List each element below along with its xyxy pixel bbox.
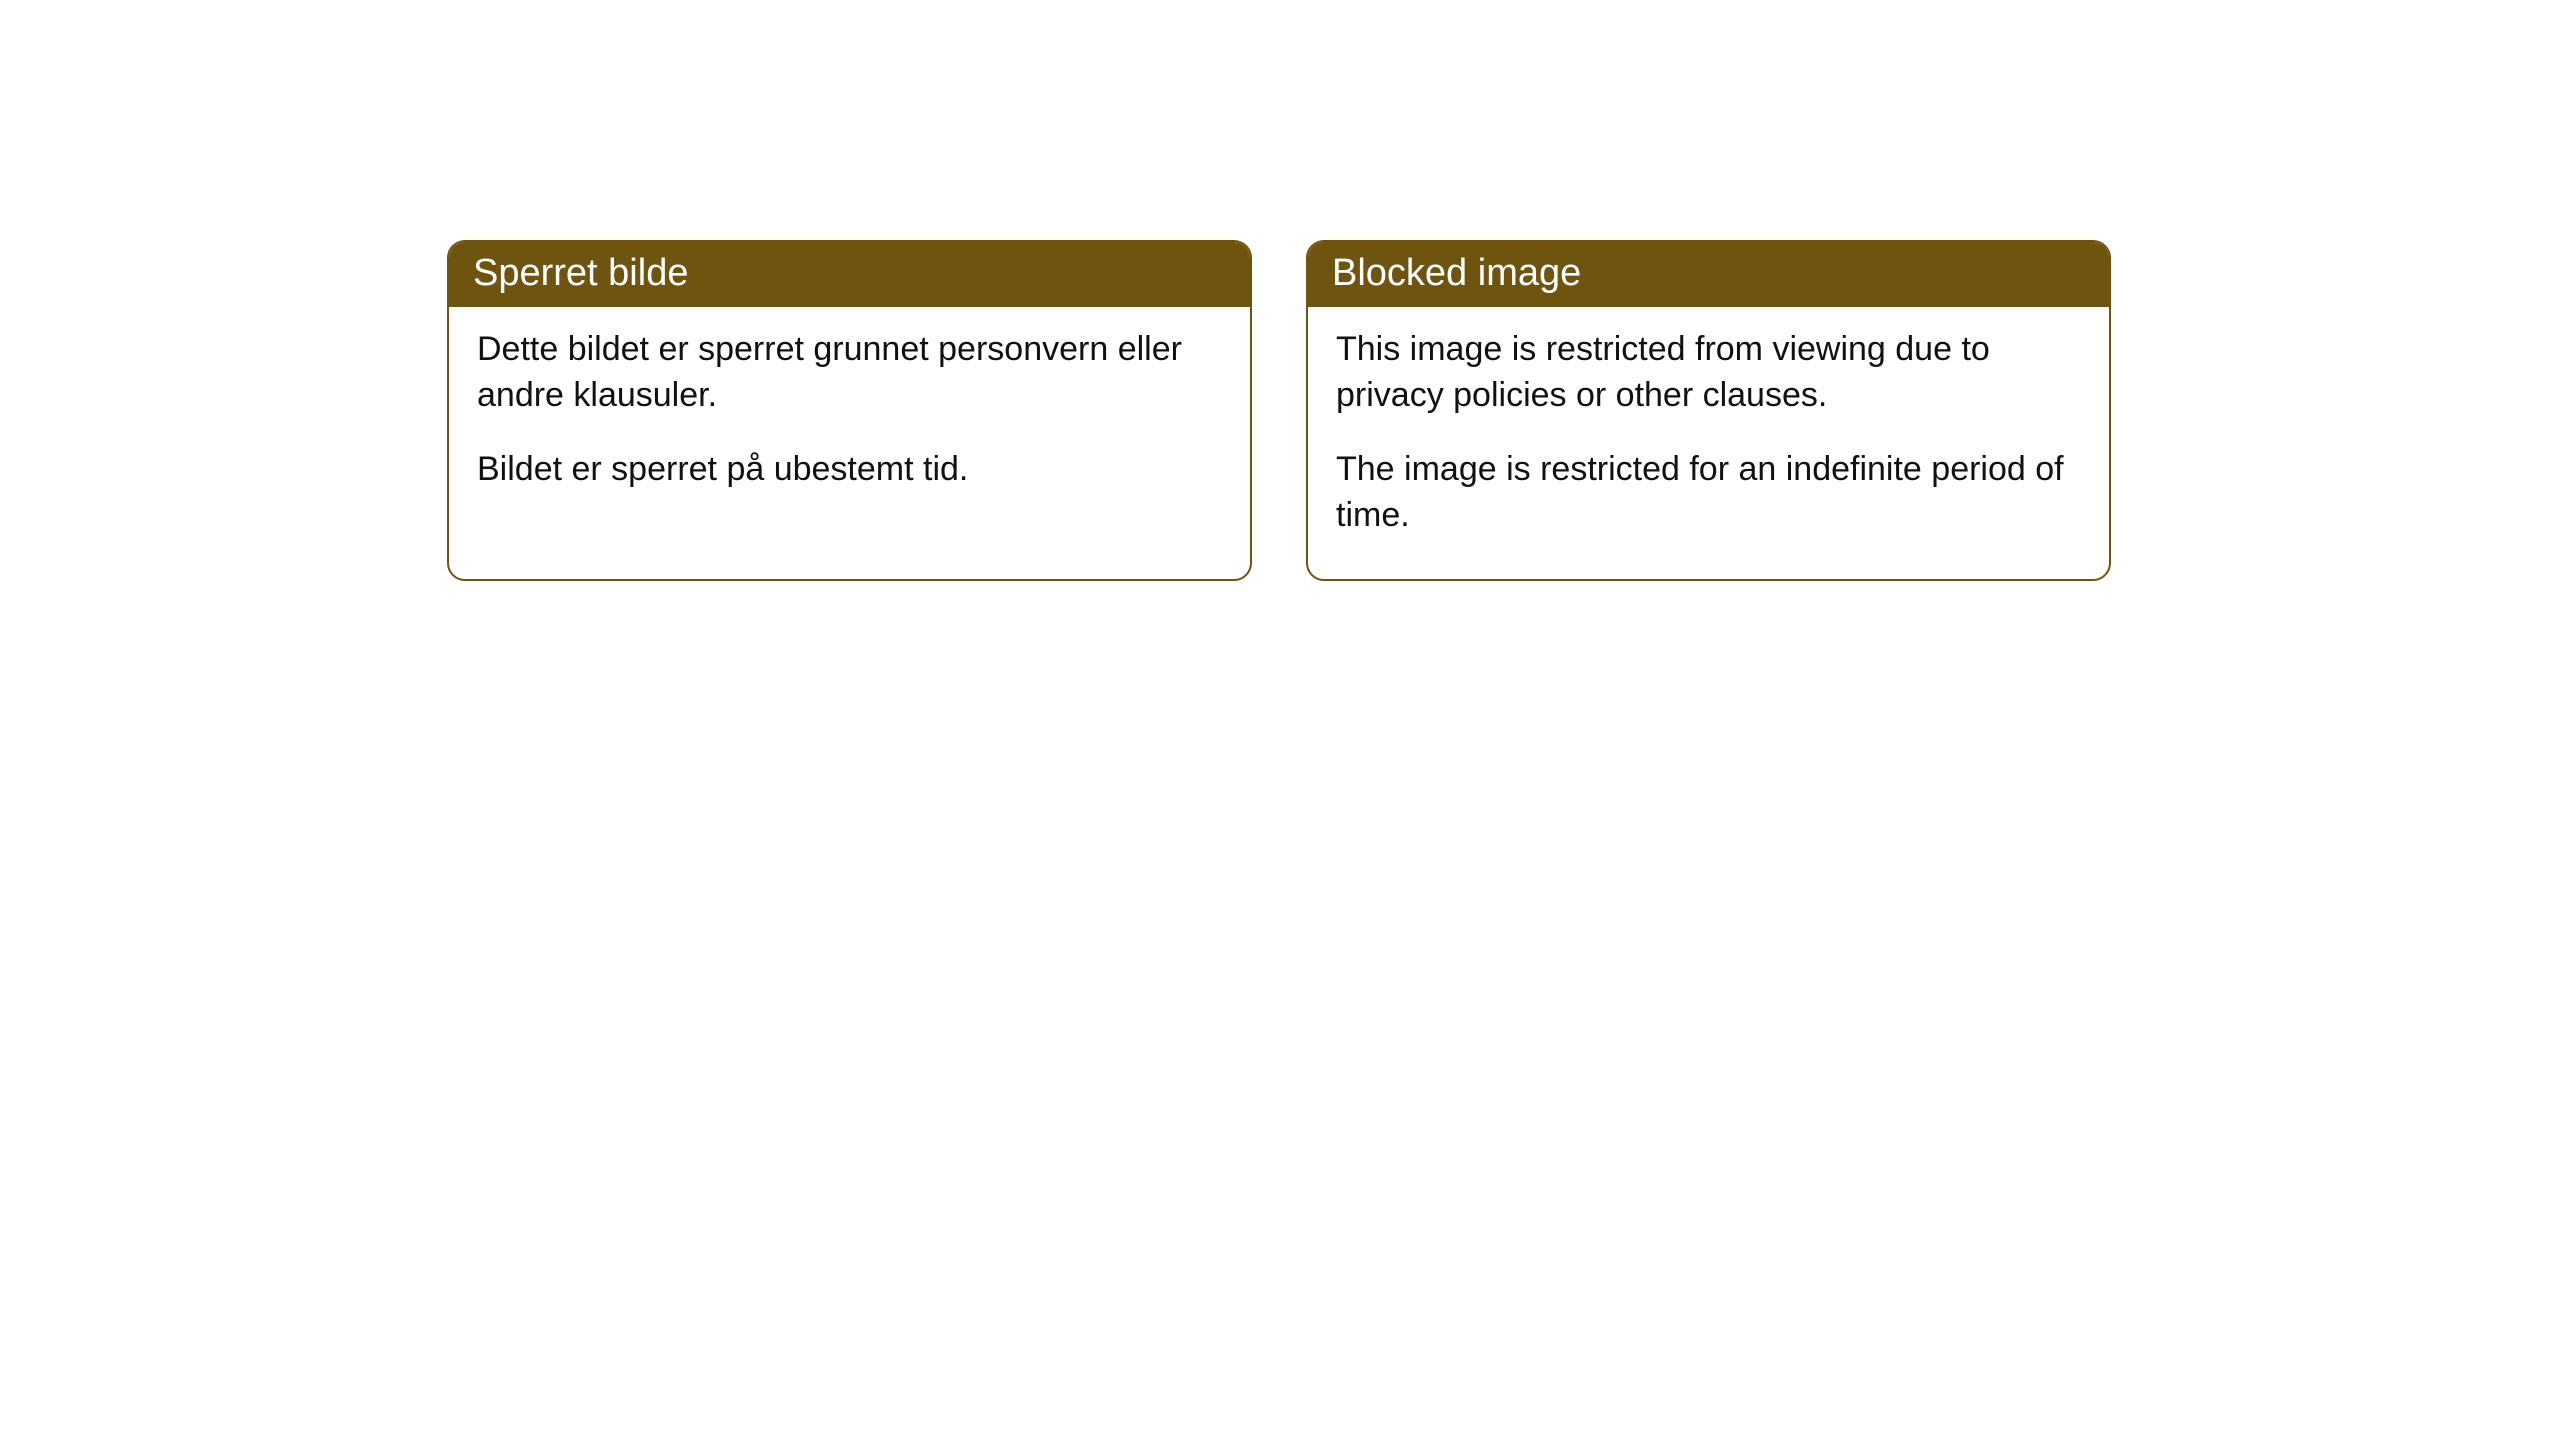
card-header: Sperret bilde <box>449 242 1250 307</box>
card-body: This image is restricted from viewing du… <box>1308 307 2109 579</box>
card-paragraph: The image is restricted for an indefinit… <box>1336 447 2081 539</box>
notice-card-norwegian: Sperret bilde Dette bildet er sperret gr… <box>447 240 1252 581</box>
notice-card-english: Blocked image This image is restricted f… <box>1306 240 2111 581</box>
card-paragraph: This image is restricted from viewing du… <box>1336 327 2081 419</box>
card-paragraph: Dette bildet er sperret grunnet personve… <box>477 327 1222 419</box>
notice-cards-container: Sperret bilde Dette bildet er sperret gr… <box>447 240 2111 581</box>
card-header: Blocked image <box>1308 242 2109 307</box>
card-paragraph: Bildet er sperret på ubestemt tid. <box>477 447 1222 493</box>
card-body: Dette bildet er sperret grunnet personve… <box>449 307 1250 533</box>
